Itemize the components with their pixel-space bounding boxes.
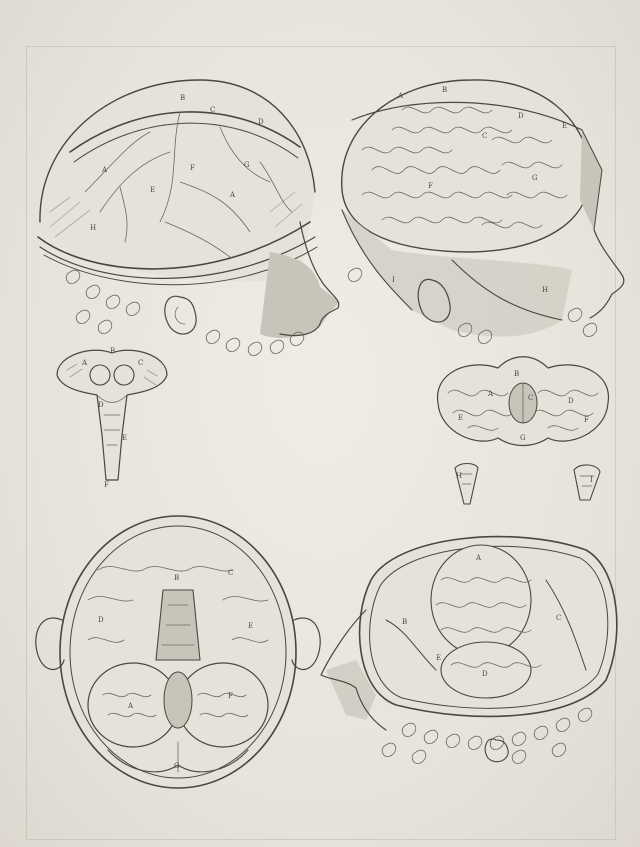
label-letter: D	[98, 616, 104, 624]
label-letter: F	[584, 416, 589, 424]
hair-curls-lower	[381, 707, 593, 764]
figure-brain-underside: A B C D E F G	[428, 348, 618, 458]
skull-oblique-view-drawing: A B C D E	[320, 535, 618, 764]
vessel-network	[84, 111, 293, 258]
label-letter: B	[174, 574, 179, 582]
head-dura-mater-drawing: A A B C D E F G H	[37, 79, 340, 356]
label-letter: C	[528, 394, 533, 402]
label-letter: F	[228, 692, 233, 700]
brain-underside-drawing: A B C D E F G	[436, 356, 610, 447]
label-letter: A	[475, 554, 482, 562]
label-letter: I	[392, 276, 395, 284]
label-letter: A	[229, 191, 236, 199]
figure-brainstem: A B C D E F	[52, 345, 172, 490]
label-letter: D	[518, 112, 524, 120]
label-letter: B	[442, 86, 447, 94]
brainstem-drawing: A B C D E F	[56, 347, 168, 489]
label-letter: F	[428, 182, 433, 190]
label-letter: A	[81, 359, 88, 367]
hair-curls	[65, 269, 305, 356]
label-letter: G	[244, 161, 250, 169]
label-letter: H	[90, 224, 96, 232]
label-letter: E	[122, 434, 127, 442]
label-letter: B	[180, 94, 185, 102]
head-exposed-brain-drawing: A B C D E F G H I	[341, 79, 625, 344]
skull-top-view-drawing: A B C D E F G	[35, 515, 321, 789]
label-letter: F	[190, 164, 195, 172]
label-letter: H	[542, 286, 548, 294]
label-letter: G	[532, 174, 538, 182]
label-letter: F	[104, 481, 109, 489]
label-letter: C	[482, 132, 487, 140]
label-letter: G	[174, 762, 180, 770]
label-letter: C	[228, 569, 233, 577]
label-letter: B	[402, 618, 407, 626]
figure-head-dura-mater: A A B C D E F G H	[30, 72, 350, 372]
label-letter: D	[258, 118, 264, 126]
label-letter: D	[568, 397, 574, 405]
oblique-brain-folds	[435, 577, 532, 633]
label-letter: D	[98, 401, 104, 409]
figure-head-exposed-brain: A B C D E F G H I	[332, 70, 632, 360]
figure-skull-oblique-view: A B C D E	[316, 520, 626, 780]
label-letter: C	[138, 359, 143, 367]
label-letter: E	[562, 122, 567, 130]
figure-skull-top-view: A B C D E F G	[28, 510, 328, 795]
label-letter: G	[520, 434, 526, 442]
figure-fragments: H I	[450, 460, 610, 512]
skull-interior-folds	[87, 566, 269, 643]
label-letter: A	[101, 166, 108, 174]
label-letter: B	[514, 370, 519, 378]
label-letter: C	[210, 106, 215, 114]
label-letter: A	[487, 390, 494, 398]
label-letter: D	[482, 670, 488, 678]
label-letter: A	[127, 702, 134, 710]
label-letter: E	[248, 622, 253, 630]
label-letter: E	[436, 654, 441, 662]
plate-border	[26, 46, 616, 840]
brain-underside-folds	[447, 389, 599, 431]
fragments-drawing: H I	[454, 462, 601, 505]
label-letter: E	[150, 186, 155, 194]
label-letter: C	[556, 614, 561, 622]
label-letter: B	[110, 347, 115, 355]
label-letter: E	[458, 414, 463, 422]
label-letter: H	[456, 472, 462, 480]
label-letter: I	[590, 476, 593, 484]
cerebral-gyri	[361, 106, 568, 229]
label-letter: A	[397, 92, 404, 100]
